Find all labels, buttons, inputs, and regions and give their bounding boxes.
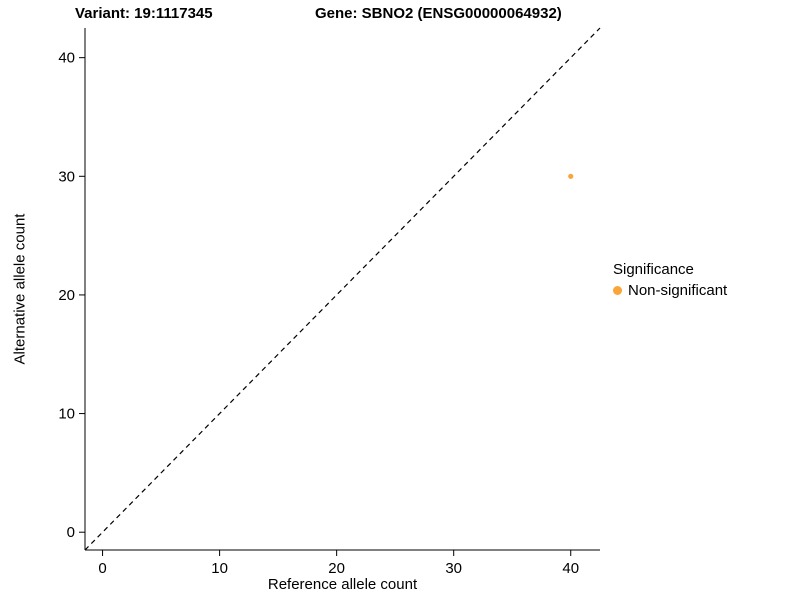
x-tick-label: 30 [445, 560, 462, 577]
y-tick-label: 40 [58, 50, 75, 67]
legend: Significance Non-significant [613, 261, 727, 299]
y-tick-label: 10 [58, 406, 75, 423]
identity-line [84, 27, 601, 551]
variant-title: Variant: 19:1117345 [75, 5, 213, 22]
legend-entry: Non-significant [613, 282, 727, 299]
x-tick-label: 40 [562, 560, 579, 577]
legend-swatch-icon [613, 286, 622, 295]
y-tick-label: 30 [58, 168, 75, 185]
data-point [568, 173, 574, 179]
legend-entry-label: Non-significant [628, 282, 728, 299]
y-axis-label: Alternative allele count [11, 213, 29, 365]
gene-title: Gene: SBNO2 (ENSG00000064932) [315, 5, 562, 22]
x-tick-label: 10 [211, 560, 228, 577]
x-tick-label: 0 [98, 560, 106, 577]
x-axis-label: Reference allele count [267, 576, 418, 593]
y-tick-label: 20 [58, 287, 75, 304]
y-tick-label: 0 [67, 524, 75, 541]
legend-entries: Non-significant [613, 282, 727, 299]
x-tick-label: 20 [328, 560, 345, 577]
legend-title: Significance [613, 261, 694, 278]
